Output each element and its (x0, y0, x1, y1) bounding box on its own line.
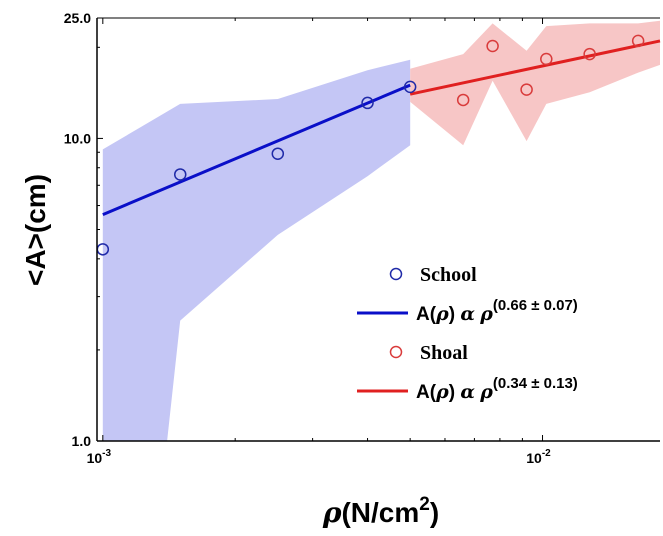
y-tick-label: 10.0 (64, 130, 91, 146)
data-point-shoal-4 (583, 47, 596, 61)
data-point-shoal-0 (456, 93, 470, 107)
data-point-shoal-2 (520, 83, 533, 96)
confidence-band-school (102, 59, 411, 441)
axes-layer: 1.0 10.0 25.0 10-3 10-2 (64, 10, 660, 466)
legend-label-school: School (420, 264, 477, 286)
data-point-shoal-5 (631, 34, 645, 48)
x-tick-label: 10-3 (87, 448, 112, 466)
data-point-school-1 (173, 168, 187, 181)
confidence-band-shoal (410, 20, 660, 146)
y-tick-label: 25.0 (64, 10, 91, 26)
x-axis-title: ρ(N/cm2) (322, 494, 439, 529)
data-point-shoal-1 (486, 39, 499, 53)
data-point-shoal-3 (540, 52, 553, 66)
legend-label-shoal: Shoal (420, 342, 468, 364)
legend-marker-shoal (389, 345, 403, 359)
fit-line-layer (102, 39, 661, 216)
legend: School A(ρ) α ρ(0.66 ± 0.07) Shoal A(ρ) α ρ… (357, 264, 578, 403)
fit-line-shoal (409, 39, 661, 96)
y-tick-label: 1.0 (72, 433, 92, 449)
legend-marker-school (389, 267, 403, 281)
legend-fit-label-shoal: A(ρ) α ρ(0.34 ± 0.13) (416, 375, 578, 403)
data-point-school-3 (361, 96, 374, 110)
axis-title-layer: <A>(cm) ρ(N/cm2) (20, 174, 439, 529)
legend-fit-label-school: A(ρ) α ρ(0.66 ± 0.07) (416, 297, 578, 325)
y-axis-title: <A>(cm) (20, 174, 51, 286)
band-layer (102, 20, 660, 441)
x-tick-label: 10-2 (526, 448, 551, 466)
point-layer (96, 34, 645, 256)
data-point-school-4 (403, 80, 417, 94)
data-point-school-2 (271, 147, 285, 160)
fit-line-school (102, 83, 411, 216)
